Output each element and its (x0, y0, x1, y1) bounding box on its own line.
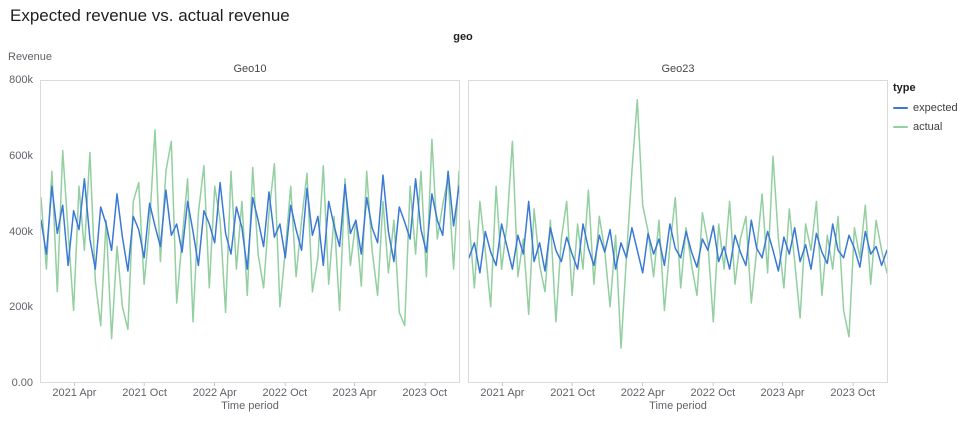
legend-title: type (893, 82, 916, 94)
actual-line-swatch (893, 126, 908, 128)
y-axis-ticks: 0.00 200k 400k 600k 800k (0, 74, 36, 389)
facet-geo23: Geo23 2021 Apr 2021 Oct 2022 Apr 2022 Oct 20… (468, 62, 888, 412)
x-tick-label: 2022 Oct (263, 383, 307, 399)
facet-geo10: Geo10 2021 Apr 2021 Oct 2022 Apr 2022 Oct 20… (40, 62, 460, 412)
x-tick-label: 2021 Oct (550, 383, 595, 399)
x-axis-ticks: 2021 Apr 2021 Oct 2022 Apr 2022 Oct 2023 Apr… (468, 383, 888, 399)
legend-item-actual[interactable]: actual (893, 121, 957, 133)
x-tick-label: 2022 Apr (193, 383, 237, 399)
y-tick-label: 200k (9, 301, 33, 314)
x-tick-label: 2022 Oct (691, 383, 735, 399)
series-line-expected (469, 200, 887, 274)
x-tick-label: 2021 Apr (480, 383, 524, 399)
plot-panel-geo10[interactable] (40, 80, 460, 383)
x-axis-title: Time period (649, 400, 707, 412)
expected-line-swatch (893, 107, 908, 109)
y-tick-label: 800k (9, 74, 33, 86)
legend-item-expected[interactable]: expected (893, 102, 958, 114)
facet-dimension-label: geo (453, 31, 473, 43)
series-line-expected (41, 170, 459, 272)
x-axis-title: Time period (221, 400, 279, 412)
y-axis-title: Revenue (8, 51, 53, 63)
line-chart-geo23[interactable] (469, 81, 887, 382)
plot-panel-geo23[interactable] (468, 80, 888, 383)
series-line-actual (469, 99, 887, 349)
x-tick-label: 2022 Apr (621, 383, 665, 399)
legend-label: actual (913, 121, 943, 133)
x-axis-ticks: 2021 Apr 2021 Oct 2022 Apr 2022 Oct 2023 Apr… (40, 383, 460, 399)
y-tick-label: 0.00 (11, 377, 33, 389)
y-tick-label: 600k (9, 149, 33, 162)
legend: type expected actual (893, 82, 958, 140)
line-chart-geo10[interactable] (41, 81, 459, 382)
x-tick-label: 2023 Oct (830, 383, 875, 399)
y-tick-label: 400k (9, 225, 33, 238)
page-title: Expected revenue vs. actual revenue (10, 6, 290, 25)
x-tick-label: 2021 Apr (52, 383, 96, 399)
facet-title: Geo10 (233, 63, 267, 75)
x-tick-label: 2023 Oct (402, 383, 447, 399)
x-tick-label: 2023 Apr (333, 383, 377, 399)
x-tick-label: 2021 Oct (122, 383, 167, 399)
legend-label: expected (913, 102, 958, 114)
facet-title: Geo23 (661, 63, 695, 75)
x-tick-label: 2023 Apr (761, 383, 805, 399)
